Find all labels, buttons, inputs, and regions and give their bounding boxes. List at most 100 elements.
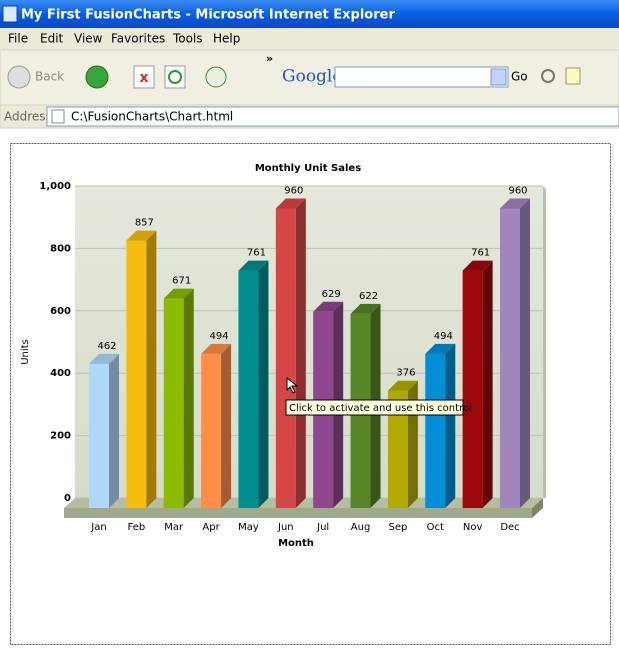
wall-side (543, 186, 546, 498)
y-tick-label: 1,000 (39, 181, 71, 192)
value-label: 960 (508, 185, 527, 196)
x-tick-label: Jun (277, 522, 294, 533)
x-tick-label: Feb (128, 522, 146, 533)
refresh-button[interactable] (164, 65, 186, 89)
home-button[interactable] (205, 66, 227, 88)
x-tick-label: Dec (500, 522, 519, 533)
forward-button[interactable] (85, 65, 109, 89)
google-logo: Google (282, 67, 342, 87)
bar-top (201, 343, 232, 354)
x-tick-label: May (238, 522, 259, 533)
bar (126, 230, 157, 508)
bar-front (462, 270, 483, 508)
y-tick-label: 0 (64, 493, 71, 504)
value-label: 960 (284, 185, 303, 196)
search-dropdown[interactable] (490, 68, 507, 86)
address-url[interactable]: C:\FusionCharts\Chart.html (71, 110, 233, 124)
bar-side (258, 260, 269, 508)
cursor (286, 376, 299, 394)
menu-item[interactable]: Edit (40, 32, 64, 46)
bar-front (89, 363, 109, 508)
title-bar (0, 0, 619, 28)
x-tick-label: Nov (463, 522, 483, 533)
value-label: 761 (471, 248, 490, 259)
bar-top (275, 198, 306, 209)
value-label: 622 (359, 291, 378, 302)
bar-front (201, 353, 222, 508)
bar (500, 198, 530, 509)
search-icon[interactable] (541, 69, 555, 83)
bar-front (425, 353, 446, 508)
search-box[interactable] (334, 66, 509, 88)
value-label: 671 (172, 276, 191, 287)
ie-icon (2, 5, 18, 23)
bar (425, 343, 456, 508)
bar-front (163, 298, 184, 508)
bar (201, 343, 232, 508)
y-tick-label: 600 (50, 306, 71, 317)
stop-button[interactable] (133, 65, 155, 89)
bar (275, 198, 306, 509)
y-tick-label: 800 (50, 243, 71, 254)
back-button[interactable] (7, 65, 31, 89)
x-tick-label: Apr (202, 522, 220, 533)
bar-side (183, 288, 194, 508)
value-label: 857 (135, 218, 154, 229)
bar-top (500, 198, 530, 209)
edit-icon[interactable] (565, 67, 581, 85)
bar-top (313, 301, 344, 312)
bar-front (126, 240, 147, 508)
address-field[interactable] (46, 106, 619, 127)
stop-icon: x (139, 70, 148, 86)
go-button[interactable]: Go (511, 70, 528, 84)
value-label: 629 (322, 289, 341, 300)
menu-item[interactable]: Help (213, 32, 240, 46)
bar-front (238, 270, 259, 508)
value-label: 462 (97, 341, 116, 352)
menu-item[interactable]: Favorites (111, 32, 165, 46)
page-icon (51, 109, 65, 124)
x-tick-label: Jan (90, 522, 106, 533)
address-label: Address (4, 110, 52, 124)
value-label: 376 (396, 368, 415, 379)
x-tick-label: Sep (388, 522, 407, 533)
bar-top (163, 288, 194, 299)
tooltip-text: Click to activate and use this control (289, 403, 472, 414)
menu-bar (0, 28, 619, 50)
x-tick-label: Mar (164, 522, 184, 533)
bar-side (482, 260, 493, 508)
x-tick-label: Oct (427, 522, 444, 533)
tooltip-box (285, 399, 464, 416)
y-tick-label: 200 (50, 431, 71, 442)
back-label[interactable]: Back (35, 70, 64, 84)
bar-front (387, 390, 408, 508)
refresh-icon (168, 70, 182, 84)
x-axis-label: Month (278, 538, 314, 549)
bar (462, 260, 493, 508)
bar-front (275, 208, 296, 509)
bar-side (295, 198, 306, 509)
bar-side (221, 343, 232, 508)
bar-top (462, 260, 493, 271)
bar-top (350, 303, 381, 314)
y-axis-label: Units (20, 339, 31, 365)
menu-item[interactable]: File (8, 32, 28, 46)
chart-title: Monthly Unit Sales (255, 163, 361, 174)
window-title: My First FusionCharts - Microsoft Intern… (21, 8, 395, 23)
chart: Monthly Unit Sales Month Units 0 200 400 60… (20, 163, 546, 549)
bar (238, 260, 269, 508)
bar-side (445, 343, 456, 508)
menu-item[interactable]: Tools (172, 32, 203, 46)
bar-top (126, 230, 157, 241)
bar-top (425, 343, 456, 354)
menu-item[interactable]: View (74, 32, 103, 46)
value-label: 761 (247, 248, 266, 259)
value-label: 494 (434, 331, 453, 342)
bar-side (520, 198, 530, 509)
value-label: 494 (210, 331, 229, 342)
bar-top (89, 353, 119, 364)
overflow-chevron[interactable]: » (266, 52, 273, 65)
y-tick-label: 400 (50, 368, 71, 379)
bar-top (387, 380, 418, 391)
bar (89, 353, 119, 508)
